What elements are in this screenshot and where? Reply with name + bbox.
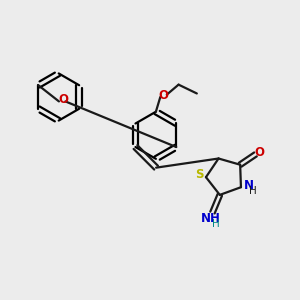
Text: S: S [195,168,204,181]
Text: H: H [249,186,257,196]
Text: H: H [212,219,219,229]
Text: O: O [159,89,169,102]
Text: O: O [254,146,264,159]
Text: NH: NH [201,212,221,225]
Text: N: N [244,179,254,192]
Text: O: O [58,93,68,106]
